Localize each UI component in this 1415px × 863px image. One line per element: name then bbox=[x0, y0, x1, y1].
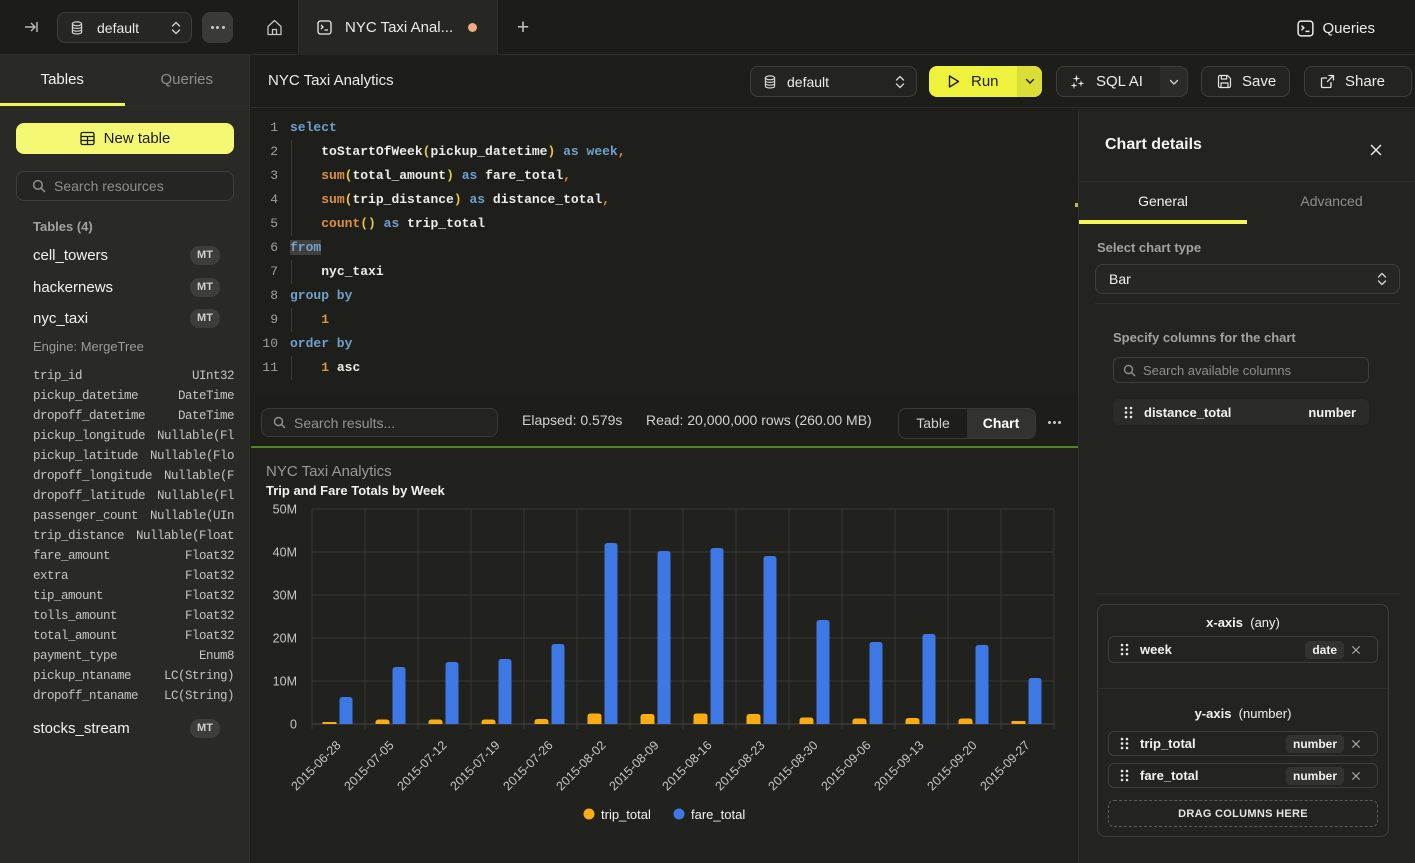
svg-text:trip_total: trip_total bbox=[601, 807, 651, 822]
svg-text:2015-08-23: 2015-08-23 bbox=[713, 738, 768, 793]
svg-text:NYC Taxi Analytics: NYC Taxi Analytics bbox=[266, 463, 392, 480]
svg-text:2015-09-06: 2015-09-06 bbox=[819, 738, 874, 793]
svg-text:30M: 30M bbox=[273, 589, 297, 603]
svg-text:2015-08-16: 2015-08-16 bbox=[660, 738, 715, 793]
svg-text:fare_total: fare_total bbox=[691, 807, 745, 822]
svg-text:Trip and Fare Totals by Week: Trip and Fare Totals by Week bbox=[266, 483, 445, 498]
svg-text:2015-07-19: 2015-07-19 bbox=[448, 738, 503, 793]
svg-text:20M: 20M bbox=[273, 632, 297, 646]
svg-text:2015-08-09: 2015-08-09 bbox=[607, 738, 662, 793]
svg-text:2015-09-27: 2015-09-27 bbox=[978, 738, 1033, 793]
svg-text:2015-07-12: 2015-07-12 bbox=[395, 738, 450, 793]
svg-text:2015-07-26: 2015-07-26 bbox=[501, 738, 556, 793]
svg-text:0: 0 bbox=[290, 718, 297, 732]
svg-text:10M: 10M bbox=[273, 675, 297, 689]
svg-text:2015-06-28: 2015-06-28 bbox=[289, 738, 344, 793]
svg-text:2015-07-05: 2015-07-05 bbox=[342, 738, 397, 793]
svg-text:2015-09-20: 2015-09-20 bbox=[925, 738, 980, 793]
svg-text:50M: 50M bbox=[273, 503, 297, 517]
svg-text:2015-08-30: 2015-08-30 bbox=[766, 738, 821, 793]
svg-text:2015-08-02: 2015-08-02 bbox=[554, 738, 609, 793]
svg-text:2015-09-13: 2015-09-13 bbox=[872, 738, 927, 793]
svg-text:40M: 40M bbox=[273, 546, 297, 560]
